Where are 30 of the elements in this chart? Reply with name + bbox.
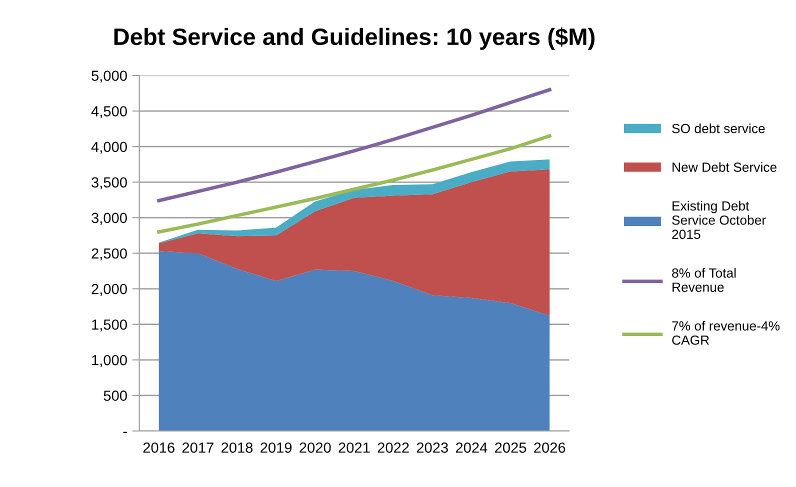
- y-tick-label: 3,500: [92, 177, 127, 190]
- legend-label: 7% of revenue-4% CAGR: [672, 320, 780, 345]
- chart-title: Debt Service and Guidelines: 10 years ($M): [114, 27, 595, 50]
- x-tick-label: 2022: [378, 442, 409, 453]
- x-tick-label: 2016: [143, 442, 174, 453]
- x-tick-label: 2021: [338, 442, 370, 453]
- x-tick-label: 2019: [260, 442, 292, 453]
- legend-label: 8% of Total Revenue: [672, 268, 736, 292]
- y-tick-label: 1,000: [92, 354, 127, 368]
- y-tick-label: 1,500: [92, 319, 127, 332]
- x-tick-label: 2025: [495, 442, 526, 453]
- legend-label: Existing Debt Service October 2015: [672, 200, 766, 240]
- y-tick-label: 3,000: [92, 212, 127, 225]
- x-tick-label: 2023: [416, 442, 448, 453]
- y-tick-label: 4,000: [91, 142, 127, 154]
- line-series: [157, 88, 552, 202]
- y-tick-label: 5,000: [92, 70, 127, 83]
- legend-label: SO debt service: [672, 124, 765, 134]
- x-tick-label: 2020: [300, 442, 331, 453]
- y-tick-label: 4,500: [91, 106, 127, 118]
- legend-label: New Debt Service: [672, 162, 777, 172]
- x-tick-label: 2017: [182, 442, 214, 453]
- x-tick-label: 2018: [222, 442, 253, 453]
- y-tick-label: 2,500: [92, 248, 127, 260]
- y-tick-label: 2,000: [92, 284, 127, 296]
- y-tick-label: 500: [104, 390, 127, 401]
- line-series: [157, 134, 552, 234]
- y-tick-label: -: [123, 432, 127, 433]
- x-tick-label: 2026: [534, 442, 566, 453]
- x-tick-label: 2024: [456, 442, 488, 453]
